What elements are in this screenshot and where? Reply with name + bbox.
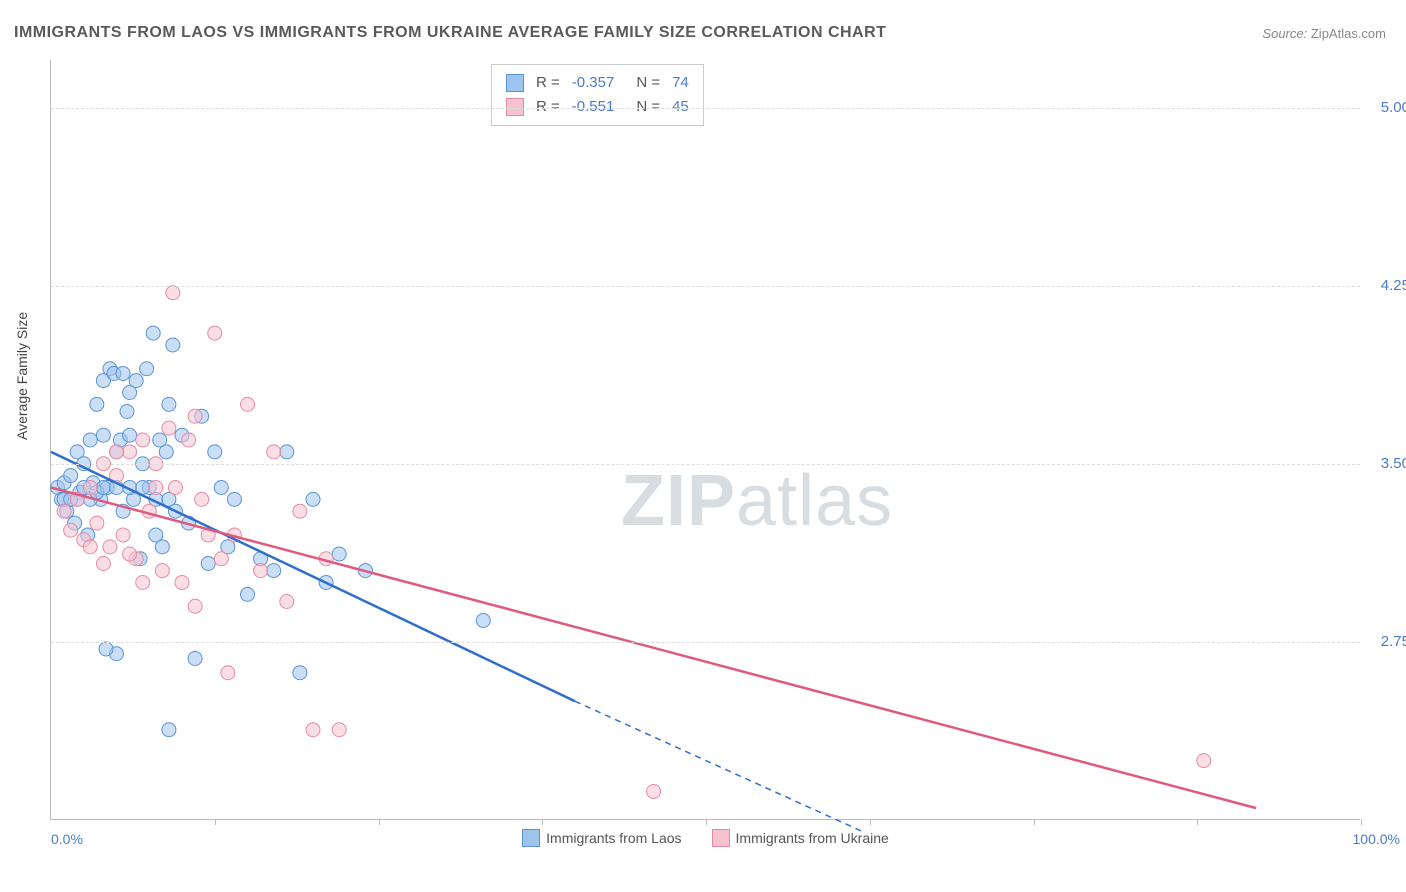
data-point xyxy=(83,433,97,447)
x-tick xyxy=(1361,819,1362,825)
data-point xyxy=(188,409,202,423)
legend-label-laos: Immigrants from Laos xyxy=(546,830,681,846)
data-point xyxy=(146,326,160,340)
legend-item-laos: Immigrants from Laos xyxy=(522,829,681,847)
data-point xyxy=(267,564,281,578)
data-point xyxy=(293,666,307,680)
data-point xyxy=(166,286,180,300)
data-point xyxy=(103,540,117,554)
gridline xyxy=(51,286,1360,287)
x-tick xyxy=(706,819,707,825)
data-point xyxy=(136,433,150,447)
data-point xyxy=(332,547,346,561)
data-point xyxy=(99,642,113,656)
data-point xyxy=(182,433,196,447)
x-tick xyxy=(542,819,543,825)
source-value: ZipAtlas.com xyxy=(1311,26,1386,41)
data-point xyxy=(96,481,110,495)
gridline xyxy=(51,464,1360,465)
y-tick-label: 4.25 xyxy=(1366,277,1406,294)
data-point xyxy=(155,540,169,554)
data-point xyxy=(116,528,130,542)
data-point xyxy=(267,445,281,459)
data-point xyxy=(96,428,110,442)
data-point xyxy=(83,540,97,554)
scatter-plot-svg xyxy=(51,60,1360,819)
data-point xyxy=(241,397,255,411)
data-point xyxy=(195,492,209,506)
data-point xyxy=(123,428,137,442)
data-point xyxy=(96,557,110,571)
plot-area: ZIPatlas R = -0.357 N = 74 R = -0.551 N … xyxy=(50,60,1360,820)
trend-line xyxy=(51,452,575,701)
x-tick xyxy=(870,819,871,825)
gridline xyxy=(51,108,1360,109)
x-tick xyxy=(215,819,216,825)
data-point xyxy=(64,523,78,537)
swatch-ukraine-icon xyxy=(712,829,730,847)
data-point xyxy=(214,552,228,566)
data-point xyxy=(476,614,490,628)
data-point xyxy=(293,504,307,518)
source-label: Source: xyxy=(1262,26,1307,41)
data-point xyxy=(168,481,182,495)
swatch-laos-icon xyxy=(522,829,540,847)
legend-label-ukraine: Immigrants from Ukraine xyxy=(736,830,889,846)
data-point xyxy=(306,492,320,506)
data-point xyxy=(221,666,235,680)
x-tick xyxy=(1034,819,1035,825)
data-point xyxy=(1197,754,1211,768)
data-point xyxy=(90,516,104,530)
data-point xyxy=(280,445,294,459)
data-point xyxy=(188,652,202,666)
gridline xyxy=(51,642,1360,643)
legend-item-ukraine: Immigrants from Ukraine xyxy=(712,829,889,847)
x-tick xyxy=(379,819,380,825)
trend-line xyxy=(51,488,1256,809)
series-legend: Immigrants from Laos Immigrants from Ukr… xyxy=(51,829,1360,847)
data-point xyxy=(166,338,180,352)
data-point xyxy=(136,576,150,590)
y-tick-label: 2.75 xyxy=(1366,633,1406,650)
data-point xyxy=(64,469,78,483)
data-point xyxy=(175,576,189,590)
data-point xyxy=(83,481,97,495)
source-attribution: Source: ZipAtlas.com xyxy=(1262,26,1386,41)
data-point xyxy=(188,599,202,613)
data-point xyxy=(149,481,163,495)
data-point xyxy=(120,405,134,419)
x-tick xyxy=(1197,819,1198,825)
data-point xyxy=(208,326,222,340)
data-point xyxy=(201,557,215,571)
data-point xyxy=(57,504,71,518)
y-axis-label: Average Family Size xyxy=(14,312,30,440)
data-point xyxy=(110,445,124,459)
trend-line-extrapolation xyxy=(575,701,863,832)
y-tick-label: 3.50 xyxy=(1366,455,1406,472)
data-point xyxy=(123,445,137,459)
data-point xyxy=(123,547,137,561)
data-point xyxy=(241,587,255,601)
data-point xyxy=(647,785,661,799)
data-point xyxy=(280,595,294,609)
data-point xyxy=(90,397,104,411)
data-point xyxy=(227,492,241,506)
data-point xyxy=(155,564,169,578)
data-point xyxy=(129,374,143,388)
data-point xyxy=(162,397,176,411)
data-point xyxy=(140,362,154,376)
data-point xyxy=(306,723,320,737)
data-point xyxy=(116,367,130,381)
data-point xyxy=(332,723,346,737)
y-tick-label: 5.00 xyxy=(1366,99,1406,116)
data-point xyxy=(162,421,176,435)
data-point xyxy=(208,445,222,459)
chart-title: IMMIGRANTS FROM LAOS VS IMMIGRANTS FROM … xyxy=(14,24,886,42)
data-point xyxy=(214,481,228,495)
data-point xyxy=(159,445,173,459)
chart-container: IMMIGRANTS FROM LAOS VS IMMIGRANTS FROM … xyxy=(0,0,1406,892)
data-point xyxy=(162,723,176,737)
data-point xyxy=(254,564,268,578)
